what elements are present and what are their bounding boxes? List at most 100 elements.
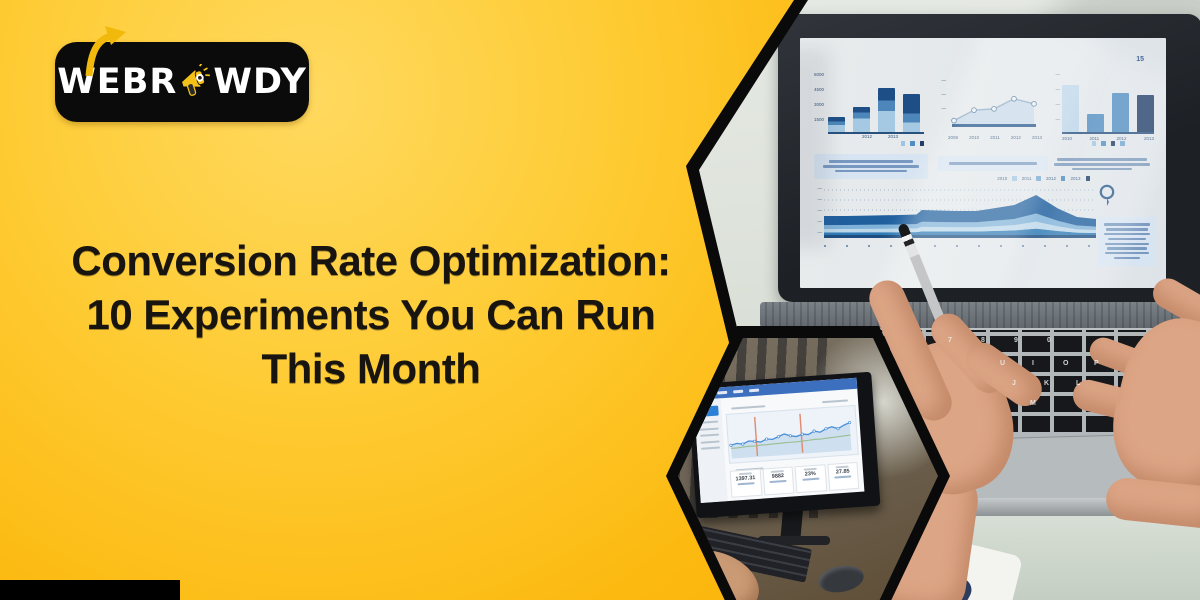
- legend-swatch: [1120, 141, 1125, 146]
- key-letter: O: [1063, 360, 1069, 367]
- bar-chart: [1062, 72, 1154, 134]
- blurred-text-line: [1104, 242, 1150, 245]
- stats-row: 1397.31 9882 23% 27.85: [729, 461, 860, 498]
- key-letter: K: [1044, 380, 1050, 387]
- y-tick: 3000: [813, 102, 824, 107]
- key-letter: I: [1032, 360, 1034, 367]
- stacked-bar-chart: [828, 72, 924, 134]
- bar: [1062, 84, 1079, 132]
- stat-value: 23%: [804, 470, 817, 478]
- blurred-text-line: [1054, 163, 1150, 166]
- key-letter: L: [1076, 380, 1081, 387]
- monitor-base: [758, 536, 830, 545]
- stacked-bar: [853, 106, 870, 132]
- y-axis: — — —: [932, 78, 947, 120]
- stacked-bar: [878, 87, 895, 132]
- blurred-text-line: [829, 160, 913, 163]
- x-tick: 2008: [948, 135, 959, 140]
- blurred-text-line: [1113, 256, 1141, 260]
- menu-item: [717, 391, 728, 395]
- legend-swatch: [910, 141, 915, 146]
- legend-swatch: [1091, 141, 1096, 146]
- x-tick: 2011: [1089, 136, 1100, 141]
- legend-swatch: [1012, 176, 1017, 181]
- x-tick: 2013: [888, 134, 899, 139]
- stacked-area-chart: [824, 184, 1096, 243]
- key-letter: 0: [1047, 337, 1051, 344]
- y-tick: —: [941, 92, 947, 97]
- location-pin-icon: [1099, 184, 1115, 206]
- caption-box: [814, 154, 928, 179]
- legend-swatch: [1110, 141, 1115, 146]
- chart-svg: [729, 413, 852, 459]
- legend-label: 2011: [1021, 176, 1032, 181]
- y-tick: —: [1055, 117, 1061, 122]
- legend-label: 2010: [997, 176, 1008, 181]
- bar: [1112, 92, 1129, 132]
- x-tick: 2010: [1062, 136, 1073, 141]
- bottom-accent-bar: [0, 580, 180, 600]
- caption-text: [1052, 156, 1152, 173]
- y-tick: —: [1055, 72, 1061, 77]
- blurred-text-line: [1104, 223, 1150, 226]
- legend-swatch: [1036, 176, 1041, 181]
- blurred-text-line: [1105, 252, 1149, 255]
- y-tick: —: [1055, 102, 1061, 107]
- chart-legend: [828, 141, 924, 146]
- key-letter: 9: [1014, 337, 1018, 344]
- y-tick: 4500: [813, 87, 824, 92]
- x-tick: 2012: [1010, 135, 1021, 140]
- toolbar-controls: [822, 398, 849, 403]
- blurred-text-line: [834, 169, 908, 173]
- bar: [1137, 95, 1154, 132]
- stat-card: 9882: [762, 466, 795, 496]
- stat-value: 27.85: [835, 468, 850, 476]
- key-letter: U: [1000, 360, 1006, 367]
- y-tick: 1500: [813, 117, 824, 122]
- stat-link-blur: [834, 475, 852, 479]
- y-axis: — — — —: [1046, 72, 1061, 132]
- legend-swatch: [1060, 176, 1066, 181]
- stat-card: 1397.31: [729, 468, 762, 498]
- y-tick: —: [817, 208, 823, 213]
- legend-label: 2013: [1070, 176, 1081, 181]
- dashboard-page: 15 6000 4500 3000 1500 2012 2013: [800, 38, 1166, 288]
- stacked-bar: [903, 94, 920, 132]
- growth-arrow-icon: [85, 26, 126, 77]
- blurred-text-line: [1106, 247, 1148, 250]
- sidebar-item: [700, 446, 721, 450]
- blurred-text-line: [1107, 237, 1147, 241]
- stat-link-blur: [737, 482, 755, 486]
- title-line-3: This Month: [261, 345, 481, 392]
- key-letter: P: [1094, 360, 1099, 367]
- key-letter: 8: [981, 337, 985, 344]
- blurred-text-line: [1105, 228, 1149, 231]
- banner-title: Conversion Rate Optimization: 10 Experim…: [18, 234, 724, 396]
- page-number: 15: [1136, 56, 1144, 63]
- bar: [1087, 114, 1104, 132]
- stat-card: 23%: [794, 464, 827, 494]
- title-line-1: Conversion Rate Optimization:: [71, 237, 671, 284]
- menu-item: [733, 389, 744, 394]
- laptop-screen: 15 6000 4500 3000 1500 2012 2013: [778, 14, 1200, 302]
- megaphone-icon: [181, 64, 211, 96]
- panel-stacked-area: 2010 2011 2012 2013 — — — — —: [808, 176, 1096, 247]
- stat-link-blur: [769, 480, 787, 484]
- blurred-text-line: [1072, 167, 1132, 171]
- menu-item: [749, 388, 760, 393]
- sidebar-item: [699, 427, 719, 431]
- section-title: [731, 404, 766, 410]
- sidebar-item: [700, 439, 720, 444]
- key-letter: 7: [948, 337, 952, 344]
- x-tick: 2013: [1143, 136, 1154, 141]
- legend-swatch: [1101, 141, 1106, 146]
- y-tick: —: [1055, 87, 1061, 92]
- x-tick: 2012: [1116, 136, 1127, 141]
- line-chart: [948, 76, 1042, 133]
- legend-swatch: [900, 141, 905, 146]
- y-axis: — — — — —: [808, 186, 823, 241]
- analytics-screen: 1397.31 9882 23% 27.85: [692, 377, 865, 503]
- blurred-text-line: [823, 165, 919, 168]
